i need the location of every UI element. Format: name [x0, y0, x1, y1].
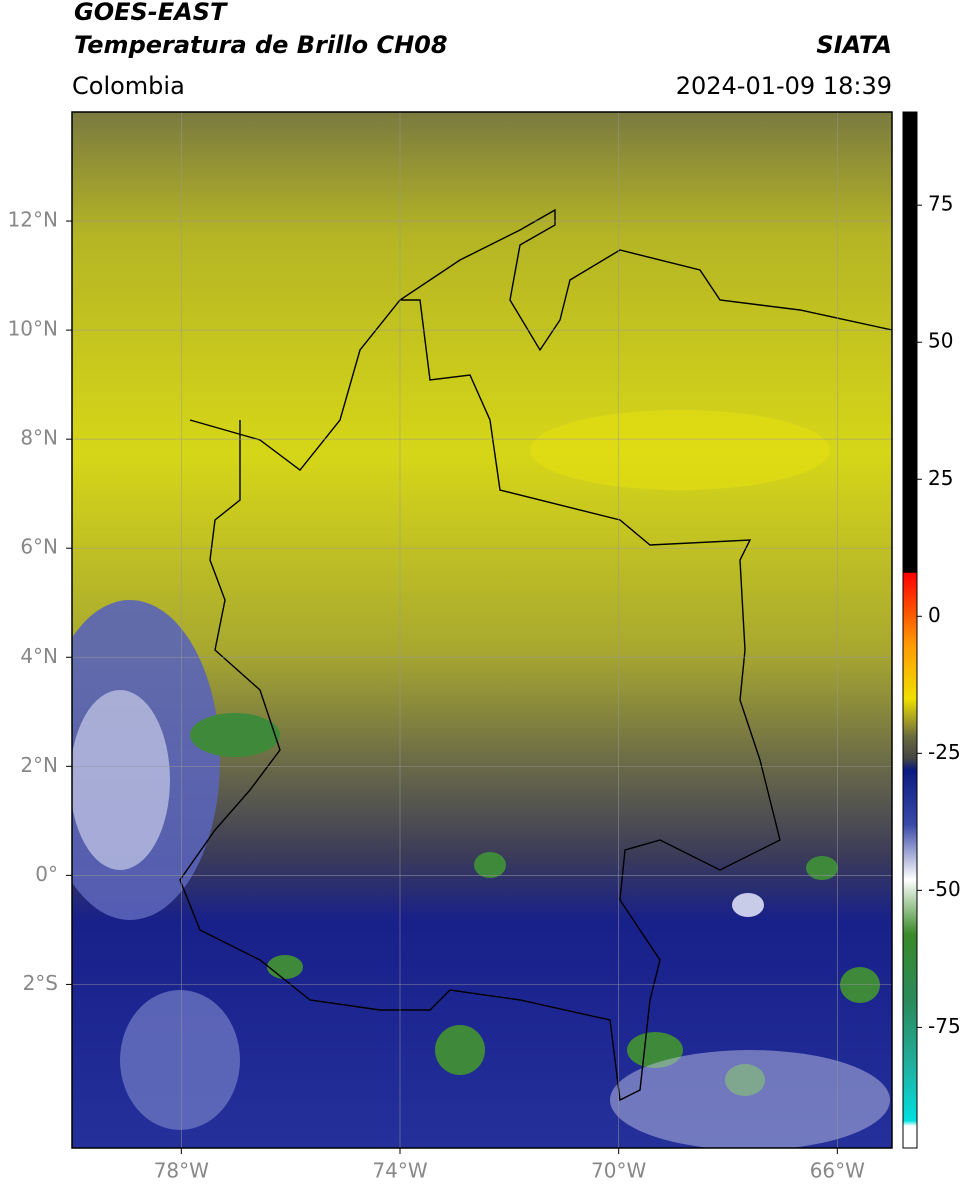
- grid: [72, 112, 892, 1148]
- y-tick-label: 4°N: [20, 644, 58, 668]
- colorbar-tick-label: 25: [928, 466, 953, 490]
- colorbar-tick-label: -50: [928, 877, 961, 901]
- y-tick-label: 8°N: [20, 426, 58, 450]
- colorbar-tick-label: 50: [928, 329, 953, 353]
- y-tick-label: 0°: [35, 862, 58, 886]
- x-tick-label: 78°W: [154, 1159, 209, 1183]
- y-tick-label: 2°N: [20, 753, 58, 777]
- colorbar-tick-label: 75: [928, 192, 953, 216]
- title: GOES-EAST: [74, 0, 228, 26]
- source: SIATA: [816, 31, 892, 59]
- satellite-image: [72, 112, 892, 1148]
- colorbar-tick-label: 0: [928, 603, 941, 627]
- title: Temperatura de Brillo CH08: [74, 31, 448, 59]
- datetime: 2024-01-09 18:39: [676, 72, 892, 100]
- x-tick-label: 74°W: [372, 1159, 427, 1183]
- colorbar: [902, 111, 918, 1149]
- y-tick-label: 2°S: [23, 971, 58, 995]
- colorbar-tick-label: -75: [928, 1014, 961, 1038]
- y-tick-label: 6°N: [20, 535, 58, 559]
- y-tick-label: 10°N: [8, 317, 58, 341]
- colorbar-tick-label: -25: [928, 740, 961, 764]
- region: Colombia: [72, 72, 185, 100]
- x-tick-label: 66°W: [810, 1159, 865, 1183]
- map-frame: [71, 111, 893, 1149]
- x-tick-label: 70°W: [591, 1159, 646, 1183]
- y-tick-label: 12°N: [8, 208, 58, 232]
